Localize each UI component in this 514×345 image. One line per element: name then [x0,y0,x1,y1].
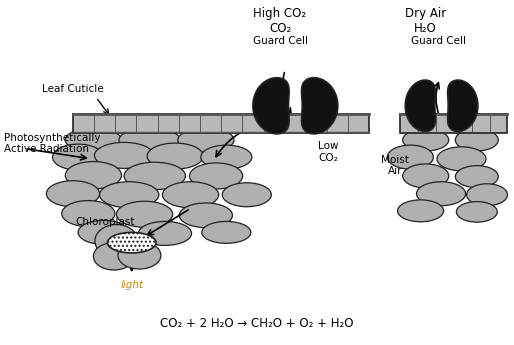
Text: Dry Air: Dry Air [405,7,446,20]
Ellipse shape [147,143,204,169]
Polygon shape [253,78,289,134]
Ellipse shape [222,183,271,207]
Text: Leaf Cuticle: Leaf Cuticle [42,83,104,93]
Ellipse shape [138,221,192,245]
Ellipse shape [455,166,498,188]
Ellipse shape [402,164,449,188]
Ellipse shape [95,225,138,257]
Ellipse shape [190,163,243,189]
Text: Active Radiation: Active Radiation [4,144,89,154]
Polygon shape [405,80,435,131]
Text: CO₂ + 2 H₂O → CH₂O + O₂ + H₂O: CO₂ + 2 H₂O → CH₂O + O₂ + H₂O [160,317,354,329]
Ellipse shape [456,201,497,222]
Ellipse shape [178,128,234,152]
Polygon shape [448,80,478,131]
Text: Guard Cell: Guard Cell [252,36,307,46]
Ellipse shape [107,233,156,253]
Ellipse shape [94,243,134,270]
Text: CO₂: CO₂ [269,22,291,35]
Text: Photosynthetically: Photosynthetically [4,133,100,143]
Text: Guard Cell: Guard Cell [411,36,466,46]
Ellipse shape [162,182,218,208]
Ellipse shape [62,200,115,227]
Ellipse shape [100,182,159,208]
Ellipse shape [95,142,154,168]
Ellipse shape [402,129,449,151]
Polygon shape [302,78,338,134]
Ellipse shape [119,128,180,152]
Bar [400,114,507,133]
Text: H₂O: H₂O [414,22,437,35]
Ellipse shape [52,144,104,170]
Ellipse shape [437,147,486,171]
Text: Chloroplast: Chloroplast [76,217,135,227]
Ellipse shape [124,162,186,190]
Bar [73,114,370,133]
Ellipse shape [46,181,100,207]
Ellipse shape [388,145,433,169]
Ellipse shape [455,129,498,151]
Ellipse shape [65,128,121,152]
Ellipse shape [116,201,173,227]
Ellipse shape [467,184,507,206]
Ellipse shape [202,221,251,243]
Ellipse shape [179,203,232,228]
Ellipse shape [78,220,129,244]
Text: Moist
Air: Moist Air [381,155,409,176]
Ellipse shape [201,145,252,169]
Text: High CO₂: High CO₂ [253,7,306,20]
Text: light: light [120,280,143,290]
Ellipse shape [118,241,161,269]
Ellipse shape [416,182,466,206]
Text: Low
CO₂: Low CO₂ [318,141,339,163]
Ellipse shape [65,161,121,189]
Ellipse shape [398,200,444,222]
